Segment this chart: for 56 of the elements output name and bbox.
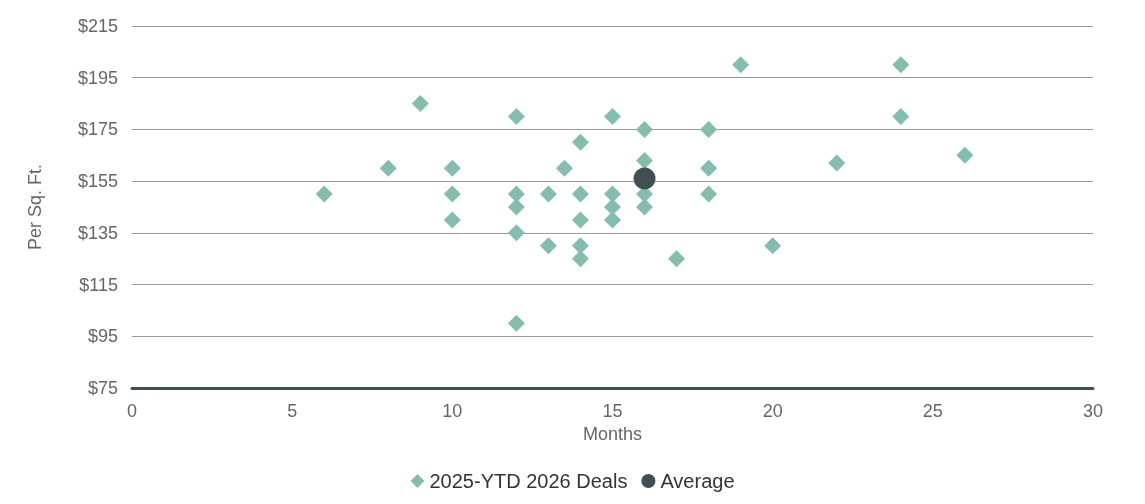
point xyxy=(571,185,589,203)
point xyxy=(668,250,686,268)
y-axis-title: Per Sq. Ft. xyxy=(25,163,45,251)
point xyxy=(315,185,333,203)
x-tick-label: 20 xyxy=(762,401,783,421)
x-axis-title: Months xyxy=(582,423,643,444)
point xyxy=(636,120,654,138)
y-tick-label: $195 xyxy=(77,67,118,88)
point xyxy=(764,237,782,255)
y-tick-label: $155 xyxy=(77,171,118,192)
point xyxy=(571,133,589,151)
point xyxy=(604,198,621,216)
point xyxy=(828,154,846,172)
y-tick-label: $75 xyxy=(87,378,118,398)
y-tick-label: $95 xyxy=(87,326,118,347)
point xyxy=(636,151,654,169)
point xyxy=(732,56,750,74)
point xyxy=(571,250,589,268)
point xyxy=(633,167,656,190)
x-tick-label: 15 xyxy=(602,401,623,421)
point xyxy=(507,224,525,242)
legend-label: Average xyxy=(660,470,735,492)
x-tick-label: 5 xyxy=(287,401,298,421)
point xyxy=(507,198,525,216)
point xyxy=(411,95,429,113)
point xyxy=(892,108,910,125)
y-tick-label: $175 xyxy=(77,119,118,140)
point xyxy=(956,146,974,164)
x-tick-label: 10 xyxy=(442,401,463,421)
point xyxy=(700,159,718,177)
point xyxy=(604,108,621,125)
point xyxy=(443,185,461,203)
y-tick-label: $215 xyxy=(77,16,118,36)
point xyxy=(507,108,525,125)
y-tick-label: $115 xyxy=(79,274,118,295)
y-tick-label: $135 xyxy=(77,222,118,243)
point xyxy=(555,159,573,177)
point xyxy=(636,198,654,216)
x-tick-label: 30 xyxy=(1082,401,1104,421)
point xyxy=(892,56,910,74)
x-tick-label: 0 xyxy=(126,401,138,421)
point xyxy=(379,159,397,177)
point xyxy=(539,185,557,203)
x-tick-label: 25 xyxy=(922,401,943,421)
point xyxy=(700,185,718,203)
point xyxy=(571,211,589,229)
point xyxy=(507,185,525,203)
point xyxy=(507,314,525,332)
point xyxy=(604,185,621,203)
point xyxy=(700,120,718,138)
point xyxy=(571,237,589,255)
legend-label: 2025-YTD 2026 Deals xyxy=(429,470,628,492)
point xyxy=(443,211,461,229)
point xyxy=(604,211,621,229)
point xyxy=(443,159,461,177)
point xyxy=(539,237,557,255)
